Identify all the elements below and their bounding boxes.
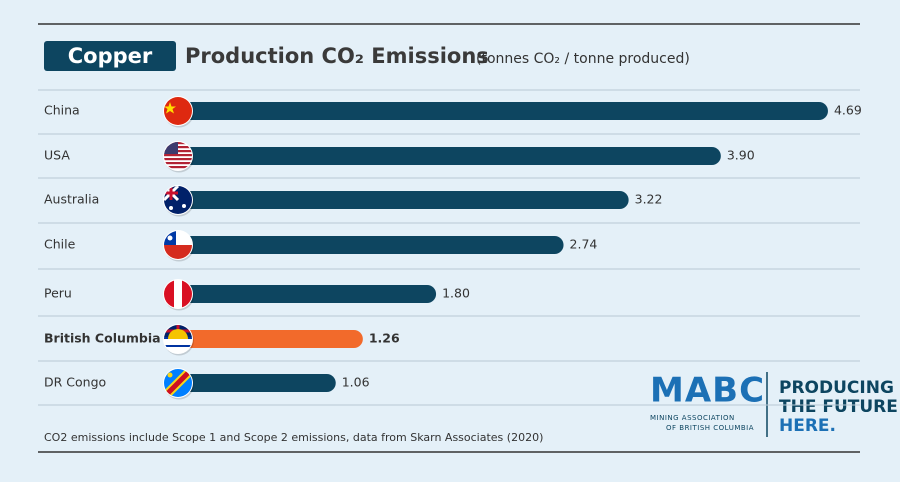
flag-part [164,166,192,169]
flag-part [164,154,192,157]
flag-part [164,280,174,308]
slogan: HERE. [779,416,836,436]
category-label: USA [44,148,70,163]
flag [163,279,194,311]
flag [163,185,194,217]
flag-face [164,186,192,214]
flag-part [164,158,192,161]
flag-part [164,345,192,347]
flag-part [167,235,173,241]
slogan: THE FUTURE [779,397,898,417]
bar [178,285,437,303]
category-label: Chile [44,237,76,252]
value-label: 3.22 [635,192,663,207]
value-label: 1.26 [369,331,400,346]
flag-part [164,245,192,259]
bar [178,102,828,120]
flag-part [169,206,173,210]
flag [163,230,194,262]
bar [178,147,721,165]
category-label: British Columbia [44,331,161,346]
flag-part [168,329,188,339]
flag-face [164,369,192,397]
flag-part [164,349,192,351]
slogan: PRODUCING [779,378,894,398]
flag-face [164,280,192,308]
flag-part [167,372,173,378]
logo: MABC MINING ASSOCIATION OF BRITISH COLUM… [650,371,898,437]
logo-text: OF BRITISH COLUMBIA [666,424,754,432]
bar [178,330,363,348]
category-label: Peru [44,286,72,301]
flag [163,324,194,356]
footnote: CO2 emissions include Scope 1 and Scope … [44,431,543,444]
flag-part [164,186,178,200]
category-label: Australia [44,192,99,207]
flag-face [164,97,192,125]
category-label: China [44,103,80,118]
flag [163,141,194,173]
value-label: 3.90 [727,148,755,163]
category-label: DR Congo [44,375,106,390]
chart-subtitle: (tonnes CO₂ / tonne produced) [476,51,690,67]
flag-face [164,142,192,170]
bar [178,236,564,254]
bar [178,374,336,392]
flag [163,96,194,128]
value-label: 4.69 [834,103,862,118]
flag [163,368,194,400]
flag-part [164,341,192,343]
value-label: 2.74 [570,237,598,252]
flag-part [164,369,192,397]
flag-part [164,102,176,114]
flag-part [164,162,192,165]
flag-face [164,325,192,353]
logo-mark: MABC [650,371,765,411]
badge [44,41,176,71]
value-label: 1.80 [442,286,470,301]
badge-text: Copper [68,44,153,68]
bar [178,191,629,209]
flag-face [164,231,192,259]
chart-title: Production CO₂ Emissions [185,44,489,68]
flag-part [182,280,192,308]
logo-text: MINING ASSOCIATION [650,414,735,422]
flag-part [182,204,186,208]
value-label: 1.06 [342,375,370,390]
